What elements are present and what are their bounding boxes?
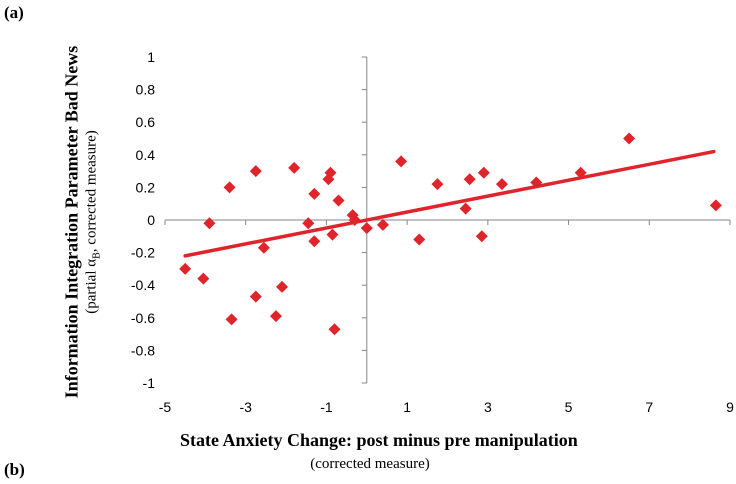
data-point [197, 272, 210, 285]
data-point [376, 218, 389, 231]
data-point [463, 173, 476, 186]
trendline [183, 149, 716, 258]
data-point [249, 165, 262, 178]
data-point [324, 166, 337, 179]
data-point [459, 202, 472, 215]
data-point [623, 132, 636, 145]
y-axis-sublabel-subscript: B [91, 252, 103, 259]
data-point [530, 176, 543, 189]
tick-labels: -1 -0.8 -0.6 -0.4 -0.2 0 0.2 0.4 0.6 0.8 1 -5 -3 -1 1 3… [131, 49, 734, 415]
data-point [348, 214, 361, 226]
y-axis-sublabel: (partial αB, corrected measure) [84, 130, 103, 314]
y-tick-label: -0.8 [131, 342, 155, 358]
data-point [332, 194, 345, 207]
data-point [288, 161, 301, 174]
data-point [225, 313, 238, 326]
data-point [326, 228, 339, 241]
x-tick-label: -5 [159, 399, 172, 415]
y-tick-label: 0.8 [136, 82, 156, 98]
data-point [477, 166, 490, 179]
y-tick-label: 0.6 [136, 114, 156, 130]
data-point [308, 187, 321, 200]
panel-label-a: (a) [4, 3, 24, 22]
y-tick-label: -0.6 [131, 310, 155, 326]
y-tick-label: -1 [143, 375, 156, 391]
y-axis-sublabel-prefix: (partial α [83, 258, 100, 314]
data-points [179, 132, 722, 336]
y-tick-label: 0.2 [136, 179, 156, 195]
x-axis-sublabel: (corrected measure) [310, 456, 430, 472]
data-point [413, 233, 426, 246]
data-point [574, 166, 587, 179]
x-axis-label: State Anxiety Change: post minus pre man… [180, 430, 578, 450]
trendline-line [183, 149, 716, 258]
x-tick-label: 3 [484, 399, 492, 415]
x-tick-label: 5 [565, 399, 573, 415]
data-point [223, 181, 236, 194]
y-tick-label: -0.2 [131, 245, 155, 261]
data-point [495, 178, 508, 191]
y-axis-sublabel-suffix: , corrected measure) [83, 130, 100, 253]
data-point [276, 280, 289, 293]
data-point [249, 290, 262, 303]
data-point [395, 155, 408, 168]
data-point [709, 199, 722, 212]
data-point [179, 262, 192, 275]
data-point [269, 310, 282, 323]
data-point [328, 323, 341, 336]
x-tick-label: 9 [726, 399, 734, 415]
y-tick-label: 1 [147, 49, 155, 65]
data-point [302, 217, 315, 230]
y-tick-label: 0 [147, 212, 155, 228]
x-tick-label: -1 [320, 399, 333, 415]
data-point [257, 241, 270, 254]
data-point [203, 217, 216, 230]
x-tick-label: 1 [403, 399, 411, 415]
data-point [308, 235, 321, 248]
data-point [360, 222, 373, 235]
axes [164, 56, 731, 384]
panel-label-b: (b) [4, 460, 25, 479]
y-axis-label: Information Integration Parameter Bad Ne… [61, 45, 82, 399]
y-tick-label: 0.4 [136, 147, 156, 163]
data-point [431, 178, 444, 191]
x-tick-label: -3 [239, 399, 252, 415]
y-tick-label: -0.4 [131, 277, 155, 293]
data-point [475, 230, 488, 243]
x-tick-label: 7 [645, 399, 653, 415]
